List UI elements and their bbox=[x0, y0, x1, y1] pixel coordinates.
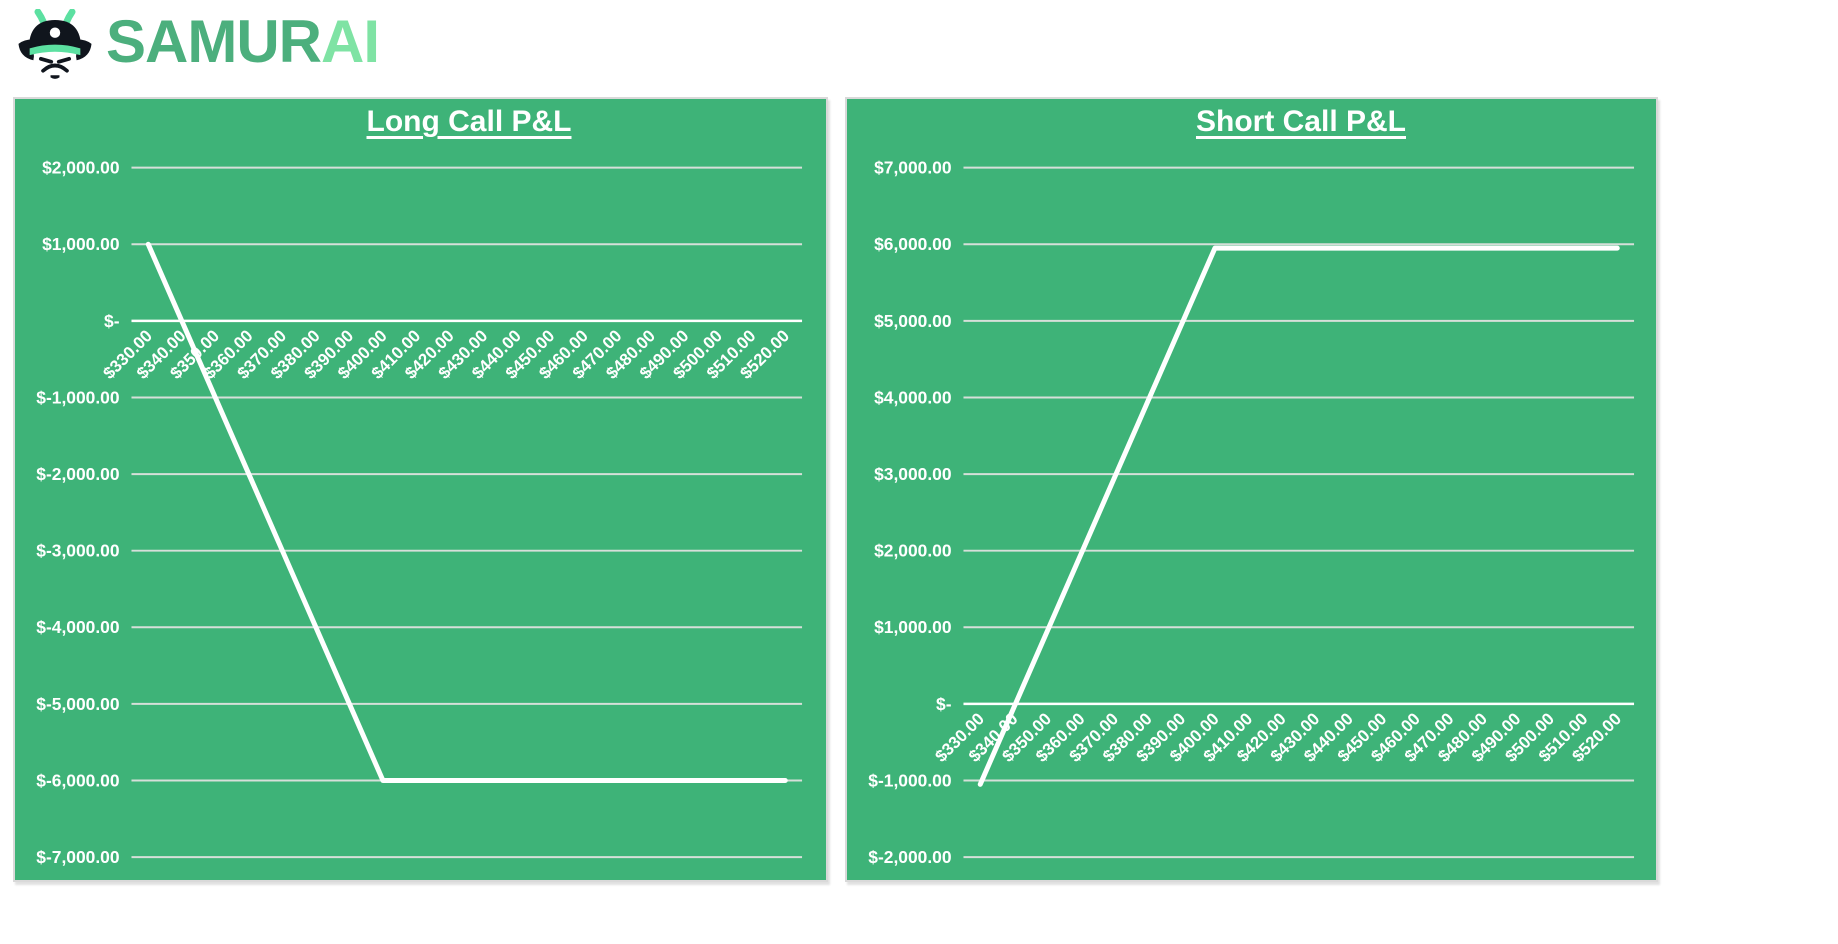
short-call-line-chart: $7,000.00 $6,000.00 $5,000.00 $4,000.00 $3,0… bbox=[868, 158, 1635, 867]
y-axis-tick-label: $6,000.00 bbox=[874, 234, 951, 254]
y-axis-tick-label: $5,000.00 bbox=[874, 311, 951, 331]
y-axis-tick-label: $- bbox=[936, 694, 952, 714]
chart-title-short-call: Short Call P&L bbox=[1195, 105, 1406, 138]
y-axis-tick-label: $-3,000.00 bbox=[36, 541, 119, 561]
y-axis-tick-label: $- bbox=[104, 311, 120, 331]
pnl-series-line bbox=[977, 245, 1620, 787]
y-axis-tick-label: $2,000.00 bbox=[874, 541, 951, 561]
samurai-helmet-icon bbox=[18, 9, 92, 79]
long-call-chart-panel: $2,000.00 $1,000.00 $- $-1,000.00 $-2,000.00… bbox=[13, 97, 828, 882]
y-axis-tick-label: $1,000.00 bbox=[874, 617, 951, 637]
helmet-ornament bbox=[49, 27, 61, 38]
brow-band bbox=[29, 44, 81, 56]
y-axis-tick-label: $3,000.00 bbox=[874, 464, 951, 484]
brand-text-primary: SAMUR bbox=[106, 8, 322, 75]
y-axis-tick-label: $-1,000.00 bbox=[868, 770, 951, 790]
eye-right bbox=[56, 56, 72, 64]
brand-logo: SAMURAI bbox=[14, 8, 380, 82]
y-axis-tick-label: $7,000.00 bbox=[874, 158, 951, 178]
y-axis-tick-label: $2,000.00 bbox=[42, 158, 119, 178]
eye-left bbox=[38, 56, 54, 64]
y-axis-tick-label: $-4,000.00 bbox=[36, 617, 119, 637]
y-axis-tick-label: $4,000.00 bbox=[874, 387, 951, 407]
brand-text-accent: AI bbox=[321, 8, 380, 75]
short-call-chart-panel: $7,000.00 $6,000.00 $5,000.00 $4,000.00 $3,0… bbox=[845, 97, 1658, 882]
y-axis-tick-label: $-2,000.00 bbox=[36, 464, 119, 484]
y-axis-tick-label: $-1,000.00 bbox=[36, 387, 119, 407]
long-call-line-chart: $2,000.00 $1,000.00 $- $-1,000.00 $-2,000.00… bbox=[36, 158, 803, 867]
mustache bbox=[41, 63, 69, 73]
y-axis-tick-label: $1,000.00 bbox=[42, 234, 119, 254]
y-axis-tick-label: $-7,000.00 bbox=[36, 847, 119, 867]
pnl-series-line bbox=[145, 241, 788, 783]
chin bbox=[50, 75, 60, 79]
chart-title-long-call: Long Call P&L bbox=[366, 105, 572, 138]
brand-wordmark: SAMURAI bbox=[106, 12, 380, 78]
y-axis-tick-label: $-5,000.00 bbox=[36, 694, 119, 714]
y-axis-tick-label: $-6,000.00 bbox=[36, 770, 119, 790]
y-axis-tick-label: $-2,000.00 bbox=[868, 847, 951, 867]
